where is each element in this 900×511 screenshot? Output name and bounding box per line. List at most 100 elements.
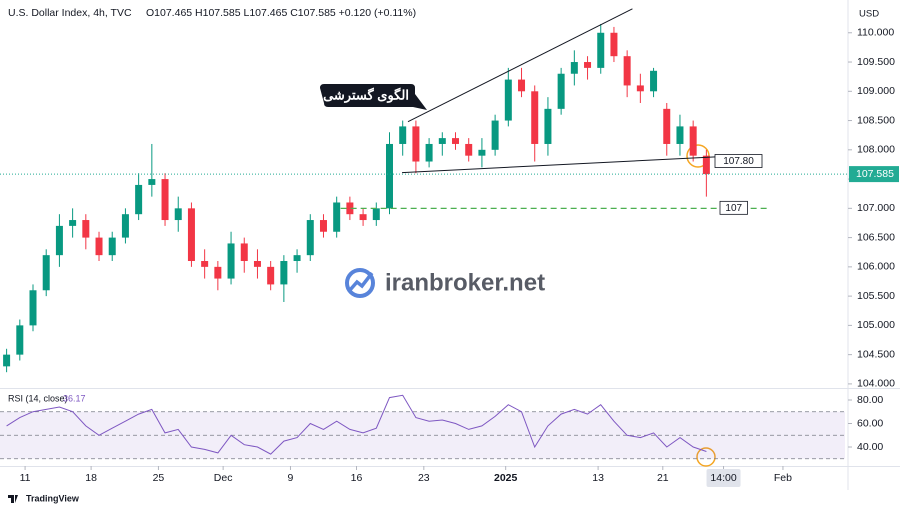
candle-body (240, 243, 248, 262)
candle-body (214, 266, 222, 279)
watermark-logo-arrow (348, 271, 374, 292)
candles (3, 23, 710, 373)
candle-body (557, 73, 565, 109)
candle-body (372, 208, 380, 221)
candle-body (16, 325, 24, 355)
x-tick-highlight (706, 469, 741, 487)
x-tick-label: 11 (20, 472, 31, 484)
callout: الگوی گسترشی (320, 84, 427, 110)
candle-body (306, 220, 314, 256)
candle-body (412, 126, 420, 162)
candle-body (478, 149, 486, 156)
candle-body (55, 225, 63, 256)
candle-body (148, 179, 156, 185)
y-tick-label: 110.000 (857, 27, 894, 39)
symbol: U.S. Dollar Index, 4h, TVC (8, 7, 132, 19)
candle-body (452, 138, 460, 144)
candle-body (544, 108, 552, 144)
watermark-logo (345, 268, 375, 298)
candle-body (82, 220, 90, 238)
x-tick-label: 25 (153, 472, 165, 484)
candle-body (425, 143, 433, 162)
candle-body (518, 79, 526, 92)
y-tick-label: 106.000 (857, 261, 895, 273)
candle-body (650, 70, 658, 92)
x-tick-label: 18 (85, 472, 97, 484)
rsi-line (6, 394, 707, 455)
level-label: 107.80 (723, 156, 754, 167)
y-tick-label: 108.000 (857, 144, 895, 156)
candle-body (676, 126, 684, 144)
candle-body (346, 202, 354, 215)
trendline (402, 156, 716, 174)
watermark-text: iranbroker.net (385, 269, 545, 296)
candle-body (465, 143, 473, 156)
currency: USD (859, 9, 879, 20)
candle-body (69, 220, 77, 226)
candle-body (227, 243, 235, 279)
watermark: iranbroker.net (345, 268, 545, 298)
last-price-box (849, 166, 899, 183)
x-tick-label: 21 (657, 472, 669, 484)
level-label-box (714, 154, 763, 168)
y-tick-label: 105.500 (857, 290, 895, 302)
candle-body (584, 62, 592, 68)
candle-body (663, 108, 671, 144)
highlight-circle (696, 447, 716, 467)
last-price-label: 107.585 (856, 168, 894, 180)
candle-body (702, 155, 710, 175)
candle-body (570, 62, 578, 74)
candle-body (399, 126, 407, 144)
candle-body (636, 85, 644, 92)
footer-logo (8, 495, 18, 503)
candle-body (135, 184, 143, 215)
candle-body (531, 91, 539, 144)
rsi-tick-label: 40.00 (857, 441, 883, 453)
x-tick-label: 14:00 (710, 472, 736, 484)
candle-body (491, 120, 499, 150)
candle-body (95, 237, 103, 256)
candle-body (174, 208, 182, 221)
candle-body (108, 237, 116, 256)
level-label: 107 (725, 203, 742, 214)
rsi-tick-label: 80.00 (857, 394, 883, 406)
candle-body (385, 143, 393, 209)
y-tick-label: 109.500 (857, 56, 895, 68)
x-tick-label: Feb (774, 472, 792, 484)
candle-body (623, 56, 631, 86)
x-tick-label: 2025 (494, 472, 518, 484)
candle-body (438, 138, 446, 144)
callout-text: الگوی گسترشی (323, 86, 409, 103)
y-tick-label: 106.500 (857, 231, 895, 243)
x-tick-label: Dec (214, 472, 233, 484)
y-tick-label: 108.500 (857, 114, 895, 126)
y-tick-label: 104.500 (857, 348, 895, 360)
trendline (407, 8, 633, 123)
y-tick-label: 109.000 (857, 85, 895, 97)
candle-body (610, 32, 618, 57)
y-tick-label: 104.000 (857, 378, 895, 390)
x-tick-label: 23 (418, 472, 430, 484)
candle-body (359, 214, 367, 221)
candle-body (3, 354, 11, 367)
callout-box (320, 84, 427, 110)
candle-body (689, 126, 697, 156)
candle-body (267, 266, 275, 285)
rsi-value: 36.17 (63, 393, 86, 403)
candle-body (293, 255, 301, 262)
x-tick-label: 16 (351, 472, 363, 484)
candle-body (201, 261, 209, 267)
candle-body (280, 261, 288, 285)
x-tick-label: 9 (288, 472, 294, 484)
rsi-tick-label: 60.00 (857, 417, 883, 429)
candle-body (253, 261, 261, 267)
candle-body (29, 290, 37, 326)
candle-body (187, 208, 195, 262)
y-tick-label: 105.000 (857, 319, 895, 331)
candle-body (121, 214, 129, 238)
ohlc: O107.465 H107.585 L107.465 C107.585 +0.1… (146, 7, 416, 19)
rsi-title: RSI (14, close) (8, 393, 68, 403)
candle-body (333, 202, 341, 232)
